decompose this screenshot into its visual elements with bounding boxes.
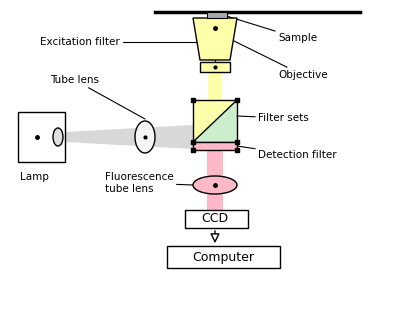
Text: Lamp: Lamp [20, 172, 49, 182]
Polygon shape [207, 12, 227, 18]
Polygon shape [207, 194, 223, 210]
Text: Detection filter: Detection filter [237, 146, 337, 160]
Polygon shape [193, 100, 237, 142]
Polygon shape [208, 21, 222, 100]
Polygon shape [65, 125, 193, 149]
Polygon shape [200, 62, 230, 72]
Polygon shape [193, 100, 237, 142]
Polygon shape [207, 150, 223, 176]
FancyBboxPatch shape [167, 246, 280, 268]
Text: Fluorescence
tube lens: Fluorescence tube lens [105, 172, 193, 194]
Polygon shape [18, 112, 65, 162]
Text: Sample: Sample [220, 14, 317, 43]
Text: Filter sets: Filter sets [237, 113, 309, 123]
Text: Computer: Computer [192, 251, 254, 264]
Text: Objective: Objective [230, 39, 328, 80]
Polygon shape [193, 18, 237, 60]
FancyBboxPatch shape [185, 210, 248, 228]
Polygon shape [193, 142, 237, 150]
Text: CCD: CCD [202, 213, 228, 226]
Ellipse shape [53, 128, 63, 146]
Ellipse shape [135, 121, 155, 153]
Ellipse shape [193, 176, 237, 194]
Text: Excitation filter: Excitation filter [40, 37, 215, 64]
Text: Tube lens: Tube lens [50, 75, 145, 119]
